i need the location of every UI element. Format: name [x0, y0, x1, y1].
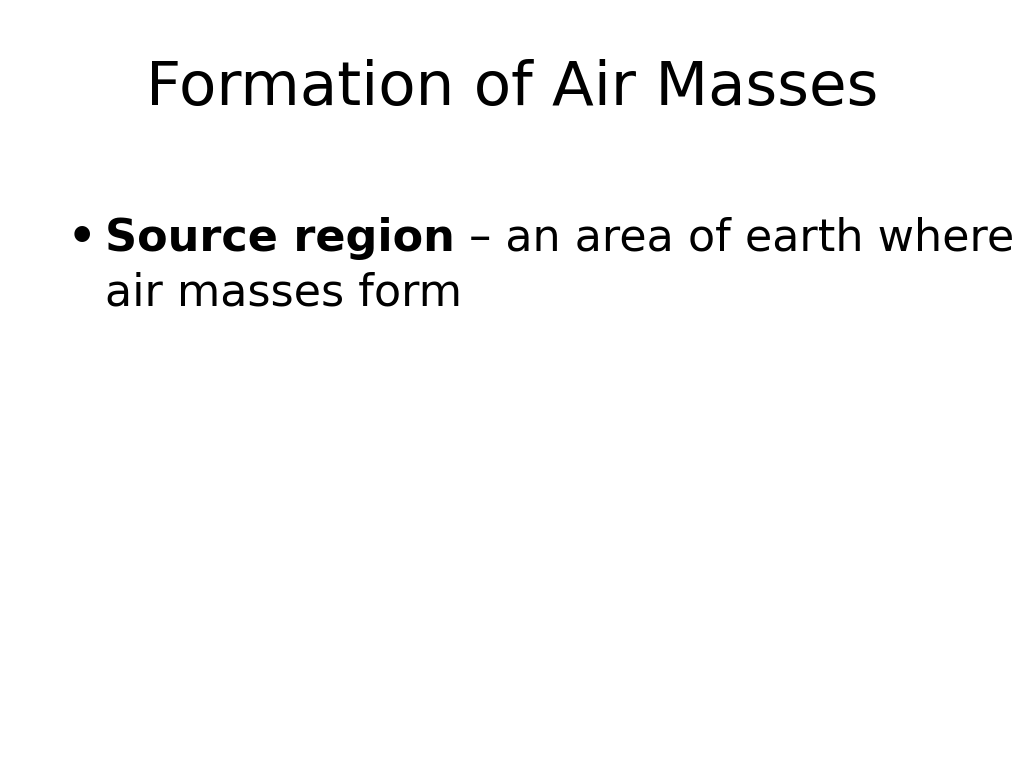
Text: •: • [68, 217, 96, 260]
Text: Source region: Source region [105, 217, 455, 260]
Text: air masses form: air masses form [105, 272, 462, 315]
Text: – an area of earth where: – an area of earth where [455, 217, 1014, 260]
Text: Formation of Air Masses: Formation of Air Masses [145, 58, 879, 118]
